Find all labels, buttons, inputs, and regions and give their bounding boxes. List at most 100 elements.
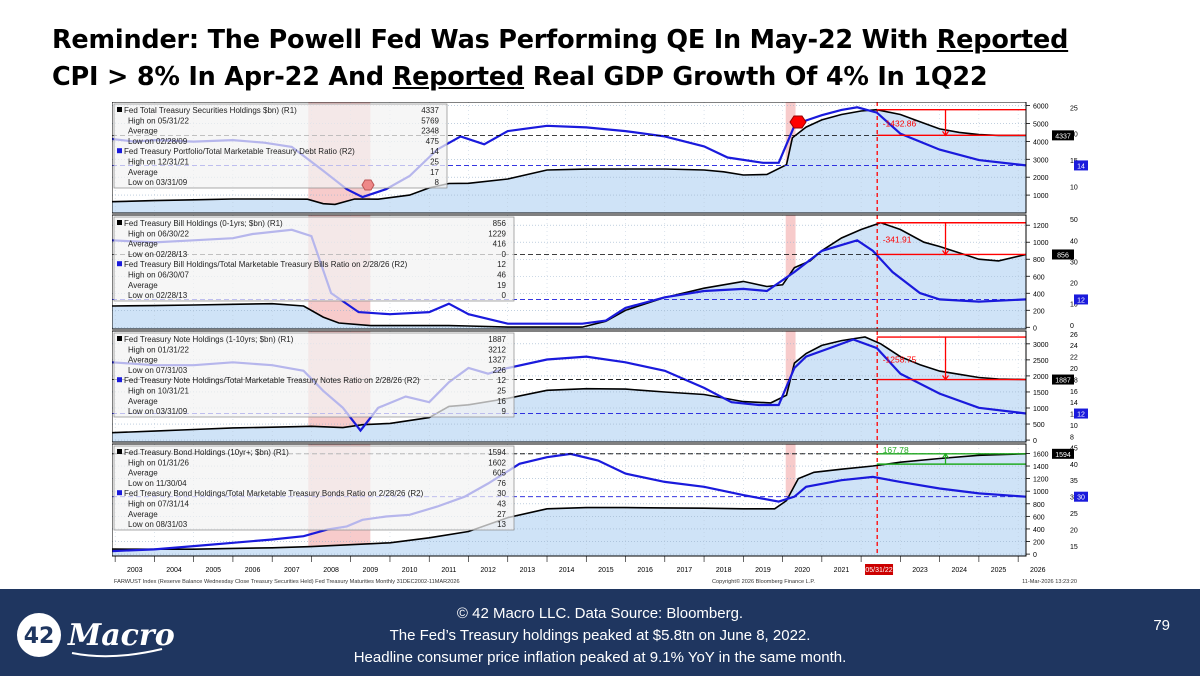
source-note: FARWUST Index (Reserve Balance Wednesday… bbox=[114, 579, 460, 585]
r1-tick-label: 600 bbox=[1033, 274, 1045, 281]
last-value-tag-label: 4337 bbox=[1055, 133, 1071, 140]
legend-row-label: High on 07/31/14 bbox=[128, 500, 189, 509]
legend-row-value: 1594 bbox=[488, 448, 506, 457]
x-tick-label: 2007 bbox=[284, 567, 300, 574]
r2-tick-label: 25 bbox=[1070, 511, 1078, 518]
x-tick-label: 2020 bbox=[794, 567, 810, 574]
legend-row-value: 19 bbox=[497, 281, 506, 290]
legend-row-label: Low on 02/28/09 bbox=[128, 137, 188, 146]
last-value-tag bbox=[1052, 374, 1074, 385]
panel-border bbox=[112, 443, 1027, 557]
r2-tick-label: 10 bbox=[1070, 302, 1078, 309]
r2-tick-label: 25 bbox=[1070, 105, 1078, 112]
legend-row-label: Low on 02/28/13 bbox=[128, 250, 188, 259]
legend-row-label: Average bbox=[128, 281, 158, 290]
last-value-tag bbox=[1052, 249, 1074, 260]
legend-box bbox=[113, 216, 515, 302]
r2-tick-label: 0 bbox=[1070, 323, 1074, 330]
legend-row-value: 4337 bbox=[421, 106, 439, 115]
ratio-line bbox=[112, 452, 1027, 553]
r1-tick-label: 1200 bbox=[1033, 477, 1049, 484]
title-line-1-text: Reminder: The Powell Fed Was Performing … bbox=[52, 25, 937, 55]
last-value-tag bbox=[1052, 448, 1074, 459]
x-tick-label: 2023 bbox=[912, 567, 928, 574]
legend-row-value: 3212 bbox=[488, 345, 506, 354]
r2-tick-label: 20 bbox=[1070, 366, 1078, 373]
panel-border bbox=[112, 214, 1027, 330]
r2-tick-label: 20 bbox=[1070, 528, 1078, 535]
legend: Fed Treasury Note Holdings (1-10yrs; $bn… bbox=[113, 332, 515, 418]
legend-swatch-black bbox=[117, 107, 122, 112]
r1-tick-label: 0 bbox=[1033, 325, 1037, 332]
holdings-line bbox=[112, 453, 1027, 551]
legend-row-label: Average bbox=[128, 127, 158, 136]
holdings-line bbox=[112, 221, 1027, 328]
peak-octagon-marker bbox=[789, 115, 807, 129]
legend-row-value: 12 bbox=[497, 260, 506, 269]
last-ratio-tag bbox=[1074, 408, 1088, 419]
title-line-2-text-a: CPI > 8% In Apr-22 And bbox=[52, 62, 393, 92]
r1-tick-label: 1200 bbox=[1033, 223, 1049, 230]
legend-row-label: Fed Total Treasury Securities Holdings $… bbox=[124, 106, 297, 115]
last-ratio-tag-label: 12 bbox=[1077, 297, 1085, 304]
title-line-1-underlined: Reported bbox=[936, 25, 1069, 55]
panel-border bbox=[112, 102, 1027, 214]
logo-number: 42 bbox=[24, 624, 55, 649]
trough-marker bbox=[361, 179, 375, 191]
legend-row-value: 605 bbox=[493, 469, 507, 478]
r2-tick-label: 14 bbox=[1070, 400, 1078, 407]
legend-row-value: 25 bbox=[430, 158, 439, 167]
legend-row-value: 226 bbox=[493, 366, 507, 375]
x-tick-label: 2013 bbox=[520, 567, 536, 574]
r2-tick-label: 30 bbox=[1070, 259, 1078, 266]
panel-treasury-bonds: 167.78 0 200 400 600 800 1000 1200 1400 1600 15 20 2… bbox=[112, 443, 1088, 559]
legend-row-value: 9 bbox=[502, 407, 507, 416]
legend-row-value: 12 bbox=[497, 376, 506, 385]
footer-bar: 42 Macro © 42 Macro LLC. Data Source: Bl… bbox=[0, 589, 1200, 676]
r1-tick-label: 600 bbox=[1033, 514, 1045, 521]
r1-tick-label: 1000 bbox=[1033, 193, 1049, 200]
arrow-head bbox=[942, 375, 949, 381]
r2-tick-label: 10 bbox=[1070, 185, 1078, 192]
legend-row-label: Low on 02/28/13 bbox=[128, 291, 188, 300]
footer-note-2: Headline consumer price inflation peaked… bbox=[353, 649, 847, 666]
legend-row-label: High on 12/31/21 bbox=[128, 158, 189, 167]
r2-tick-label: 50 bbox=[1070, 217, 1078, 224]
r1-tick-label: 200 bbox=[1033, 540, 1045, 547]
legend-row-label: High on 10/31/21 bbox=[128, 387, 189, 396]
x-tick-label: 2018 bbox=[716, 567, 732, 574]
r1-tick-label: 2000 bbox=[1033, 374, 1049, 381]
legend-box bbox=[113, 445, 515, 531]
legend-row-label: Fed Treasury Note Holdings/Total Marketa… bbox=[124, 376, 420, 385]
last-ratio-tag bbox=[1074, 294, 1088, 305]
42-macro-logo: 42 Macro bbox=[17, 613, 175, 658]
legend-row-value: 46 bbox=[497, 271, 506, 280]
legend-swatch-blue bbox=[117, 148, 122, 154]
legend-row-value: 76 bbox=[497, 479, 506, 488]
x-tick-label: 2019 bbox=[755, 567, 771, 574]
legend-row-value: 25 bbox=[497, 387, 506, 396]
holdings-area bbox=[112, 109, 1026, 213]
legend-row-label: Fed Treasury Portfolio/Total Marketable … bbox=[124, 147, 355, 156]
x-tick-label: 2024 bbox=[951, 567, 967, 574]
r2-tick-label: 24 bbox=[1070, 343, 1078, 350]
legend-swatch-black bbox=[117, 449, 122, 454]
r1-tick-label: 1400 bbox=[1033, 464, 1049, 471]
legend-row-label: Average bbox=[128, 510, 158, 519]
r1-tick-label: 1500 bbox=[1033, 390, 1049, 397]
last-ratio-tag-label: 14 bbox=[1077, 163, 1085, 170]
x-tick-label: 2015 bbox=[598, 567, 614, 574]
x-tick-label: 2005 bbox=[206, 567, 222, 574]
legend-row-label: High on 01/31/22 bbox=[128, 345, 189, 354]
legend-row-value: 5769 bbox=[421, 116, 439, 125]
legend-swatch-blue bbox=[117, 377, 122, 383]
legend: Fed Treasury Bond Holdings (10yr+; $bn) … bbox=[113, 445, 515, 531]
x-tick-label: 2004 bbox=[166, 567, 182, 574]
panel-border bbox=[112, 330, 1027, 443]
legend-row-label: Fed Treasury Bond Holdings/Total Marketa… bbox=[124, 489, 424, 498]
legend-box bbox=[113, 103, 448, 189]
legend-row-value: 1327 bbox=[488, 356, 506, 365]
r1-tick-label: 800 bbox=[1033, 257, 1045, 264]
x-tick-label: 2021 bbox=[834, 567, 850, 574]
legend-row-value: 475 bbox=[426, 137, 440, 146]
